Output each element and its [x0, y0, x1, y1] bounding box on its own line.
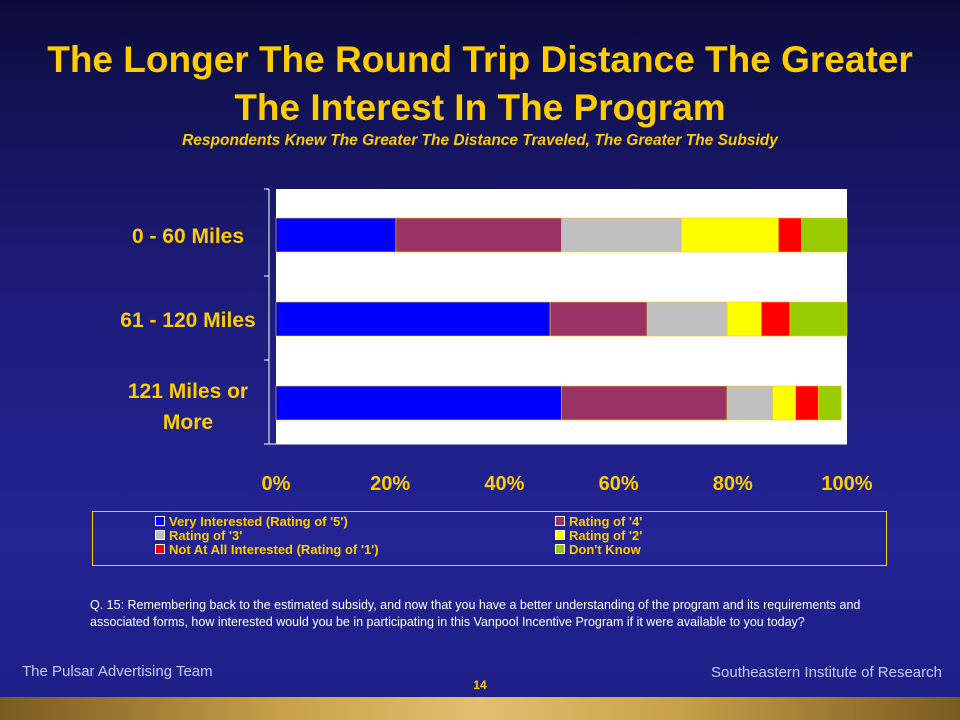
bar-segment	[275, 217, 397, 253]
legend-label: Don't Know	[569, 541, 641, 557]
footer-agency-name: The Pulsar Advertising Team	[22, 663, 213, 680]
bar-segment	[789, 301, 848, 337]
legend-label: Not At All Interested (Rating of '1')	[169, 541, 379, 557]
slide-subtitle: Respondents Knew The Greater The Distanc…	[182, 132, 778, 149]
bar-segment	[772, 385, 796, 421]
category-label: 121 Miles or More	[128, 380, 248, 434]
bar-segment	[818, 385, 842, 421]
legend-swatch	[555, 530, 565, 540]
bar-segment	[275, 385, 562, 421]
legend-item: Don't Know	[555, 541, 855, 557]
legend-swatch	[155, 544, 165, 554]
x-tick-label: 80%	[713, 473, 753, 495]
legend-label: Rating of '4'	[569, 513, 643, 529]
chart-legend: Very Interested (Rating of '5') Rating o…	[92, 511, 887, 566]
bar-segment	[549, 301, 648, 337]
page-number: 14	[473, 678, 487, 692]
bar-segment	[795, 385, 819, 421]
legend-item: Not At All Interested (Rating of '1')	[155, 541, 555, 557]
bar-segment	[275, 301, 551, 337]
bar-segment	[646, 301, 728, 337]
y-axis-ticks	[264, 188, 269, 445]
legend-swatch	[555, 544, 565, 554]
bar-segment	[801, 217, 848, 253]
legend-swatch	[555, 516, 565, 526]
x-tick-label: 40%	[484, 473, 524, 495]
legend-item: Rating of '3'	[155, 527, 555, 543]
legend-swatch	[155, 516, 165, 526]
legend-item: Very Interested (Rating of '5')	[155, 513, 555, 529]
legend-label: Rating of '3'	[169, 527, 243, 543]
bar-segment	[761, 301, 791, 337]
bar-segment	[726, 385, 774, 421]
bar-segment	[395, 217, 562, 253]
x-tick-label: 0%	[262, 473, 291, 495]
survey-question-text: Q. 15: Remembering back to the estimated…	[90, 598, 861, 629]
x-tick-labels: 0% 20% 40% 60% 80% 100%	[262, 473, 873, 495]
category-label: 0 - 60 Miles	[132, 225, 244, 248]
legend-item: Rating of '4'	[555, 513, 855, 529]
category-labels: 0 - 60 Miles 61 - 120 Miles 121 Miles or Mo…	[120, 225, 255, 434]
legend-item: Rating of '2'	[555, 527, 855, 543]
legend-swatch	[155, 530, 165, 540]
x-tick-label: 20%	[370, 473, 410, 495]
bars-group	[275, 217, 848, 421]
stacked-bar-chart: 0 - 60 Miles 61 - 120 Miles 121 Miles or Mo…	[120, 188, 873, 495]
slide-title: The Longer The Round Trip Distance The G…	[47, 39, 913, 128]
bar-segment	[726, 301, 762, 337]
bar-segment	[778, 217, 802, 253]
bar-segment	[561, 217, 682, 253]
x-tick-label: 60%	[599, 473, 639, 495]
decorative-bottom-bar	[0, 697, 960, 720]
footer-institute-name: Southeastern Institute of Research	[711, 664, 942, 681]
bar-segment	[561, 385, 728, 421]
x-tick-label: 100%	[821, 473, 872, 495]
legend-label: Rating of '2'	[569, 527, 643, 543]
legend-label: Very Interested (Rating of '5')	[169, 513, 348, 529]
category-label: 61 - 120 Miles	[120, 309, 255, 332]
bar-segment	[681, 217, 779, 253]
